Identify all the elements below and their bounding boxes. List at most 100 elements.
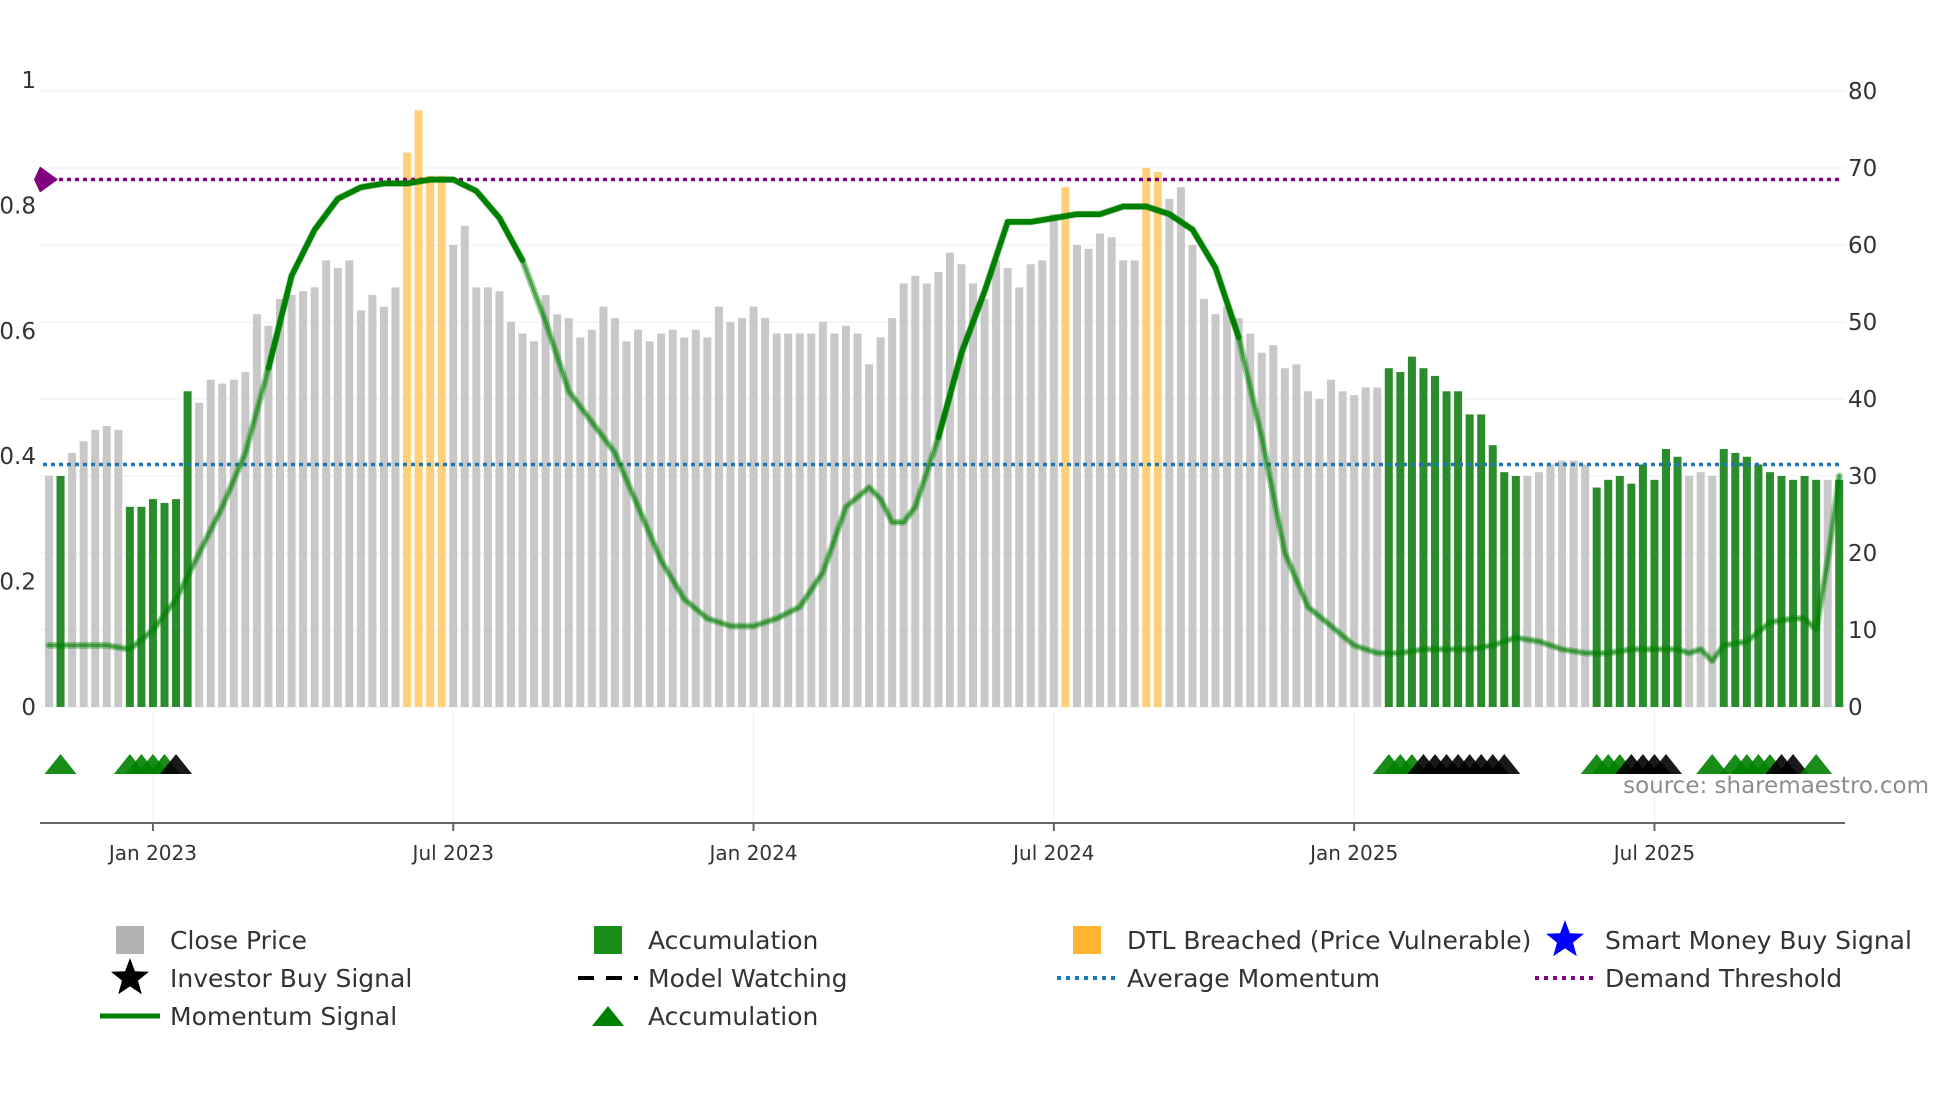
close-price-bar bbox=[391, 287, 400, 707]
close-price-bar bbox=[1569, 460, 1578, 707]
close-price-bar bbox=[1200, 298, 1208, 707]
x-tick-label: Jul 2025 bbox=[1612, 841, 1695, 865]
accumulation-triangle-marker bbox=[1696, 754, 1729, 774]
close-price-bar bbox=[876, 337, 885, 707]
accumulation-bar bbox=[1477, 414, 1486, 707]
close-price-bar bbox=[299, 291, 308, 707]
close-price-bar bbox=[1176, 187, 1185, 707]
accumulation-bar bbox=[1650, 479, 1659, 707]
source-label: source: sharemaestro.com bbox=[1623, 773, 1929, 799]
close-price-bar bbox=[1315, 399, 1324, 707]
dtl-breached-bar bbox=[414, 110, 423, 707]
close-price-bar bbox=[460, 225, 469, 707]
accumulation-triangle-marker bbox=[1800, 754, 1833, 774]
close-price-bar bbox=[252, 314, 261, 707]
dtl-breached-bar bbox=[1153, 171, 1162, 708]
demand-threshold-marker bbox=[34, 166, 58, 193]
momentum-signal-strong-segment bbox=[935, 203, 1242, 441]
legend-label: Accumulation bbox=[648, 1002, 818, 1031]
close-price-bar bbox=[1096, 233, 1105, 707]
legend-star-icon bbox=[1546, 920, 1584, 957]
close-price-bar bbox=[1303, 391, 1312, 707]
close-price-bar bbox=[599, 306, 608, 707]
accumulation-bar bbox=[1431, 375, 1439, 707]
x-tick-label: Jan 2024 bbox=[708, 841, 798, 865]
close-price-bar bbox=[229, 379, 238, 707]
close-price-bar bbox=[564, 318, 573, 707]
close-price-bar bbox=[691, 329, 700, 707]
right-tick-label: 10 bbox=[1848, 618, 1877, 644]
legend-label: Demand Threshold bbox=[1605, 964, 1842, 993]
close-price-bar bbox=[1546, 464, 1555, 707]
close-price-bar bbox=[45, 476, 53, 707]
close-price-bar bbox=[276, 298, 284, 707]
close-price-bar bbox=[911, 275, 920, 707]
close-price-bar bbox=[1015, 287, 1024, 707]
close-price-bar bbox=[1327, 379, 1336, 707]
legend-item: Smart Money Buy Signal bbox=[1546, 920, 1912, 957]
close-price-bar bbox=[657, 333, 666, 707]
left-tick-label: 0.2 bbox=[0, 570, 36, 596]
left-tick-label: 1 bbox=[21, 68, 36, 94]
right-tick-label: 50 bbox=[1848, 310, 1877, 336]
close-price-bar bbox=[1523, 476, 1532, 707]
accumulation-triangle-marker bbox=[44, 754, 77, 774]
close-price-bar bbox=[1338, 391, 1347, 707]
right-tick-label: 70 bbox=[1848, 156, 1877, 182]
legend-label: Model Watching bbox=[648, 964, 848, 993]
close-price-bar bbox=[1292, 364, 1301, 707]
accumulation-bar bbox=[1754, 464, 1763, 707]
dtl-breached-bar bbox=[426, 175, 435, 707]
close-price-bar bbox=[807, 333, 816, 707]
accumulation-bar bbox=[137, 506, 146, 707]
legend-item: Accumulation bbox=[592, 1002, 818, 1031]
right-tick-label: 60 bbox=[1848, 233, 1877, 259]
accumulation-bar bbox=[1419, 368, 1428, 707]
close-price-bar bbox=[957, 264, 966, 707]
legend-item: DTL Breached (Price Vulnerable) bbox=[1073, 926, 1531, 955]
accumulation-bar bbox=[1511, 476, 1520, 707]
x-tick-label: Jan 2023 bbox=[107, 841, 197, 865]
legend-item: Average Momentum bbox=[1057, 964, 1380, 993]
close-price-bar bbox=[1350, 395, 1359, 707]
close-price-bar bbox=[553, 314, 562, 707]
close-price-bar bbox=[356, 310, 365, 707]
close-price-bar bbox=[518, 333, 527, 707]
model-watching-triangle-marker bbox=[160, 754, 193, 774]
right-tick-label: 20 bbox=[1848, 541, 1877, 567]
close-price-bar bbox=[79, 441, 88, 707]
close-price-bar bbox=[1188, 245, 1197, 707]
left-tick-label: 0 bbox=[21, 695, 36, 721]
close-price-bar bbox=[749, 306, 758, 707]
left-tick-label: 0.8 bbox=[0, 193, 36, 219]
model-watching-triangle-marker bbox=[1650, 754, 1682, 774]
close-price-bar bbox=[264, 325, 273, 707]
accumulation-bar bbox=[1465, 414, 1474, 707]
close-price-bar bbox=[507, 322, 515, 707]
close-price-bar bbox=[1049, 214, 1058, 707]
close-price-bar bbox=[206, 379, 215, 707]
close-price-bar bbox=[102, 425, 111, 707]
dtl-breached-bar bbox=[1142, 168, 1151, 707]
close-price-bar bbox=[587, 329, 596, 707]
close-price-bar bbox=[287, 295, 296, 707]
close-price-bar bbox=[992, 260, 1001, 707]
accumulation-bar bbox=[1454, 391, 1463, 707]
close-price-bar bbox=[784, 333, 793, 707]
model-watching-triangle-marker bbox=[1777, 754, 1810, 774]
axes: Jan 2023 Jul 2023 Jan 2024 Jul 2024 Jan 2025… bbox=[0, 68, 1877, 865]
accumulation-bar bbox=[1442, 391, 1451, 707]
legend-item: Momentum Signal bbox=[100, 1002, 397, 1031]
close-price-bar bbox=[1269, 345, 1278, 707]
left-tick-label: 0.6 bbox=[0, 319, 36, 345]
dtl-breached-bar bbox=[403, 152, 412, 708]
close-price-bar bbox=[703, 337, 712, 707]
close-price-bar bbox=[114, 429, 123, 707]
momentum-signal-strong-segment bbox=[265, 176, 526, 371]
close-price-bar bbox=[1211, 314, 1220, 707]
accumulation-bar bbox=[1615, 476, 1624, 707]
close-price-bar bbox=[1072, 245, 1081, 707]
close-price-bar bbox=[830, 333, 839, 707]
accumulation-bar bbox=[1719, 449, 1728, 707]
close-price-bar bbox=[322, 260, 331, 707]
